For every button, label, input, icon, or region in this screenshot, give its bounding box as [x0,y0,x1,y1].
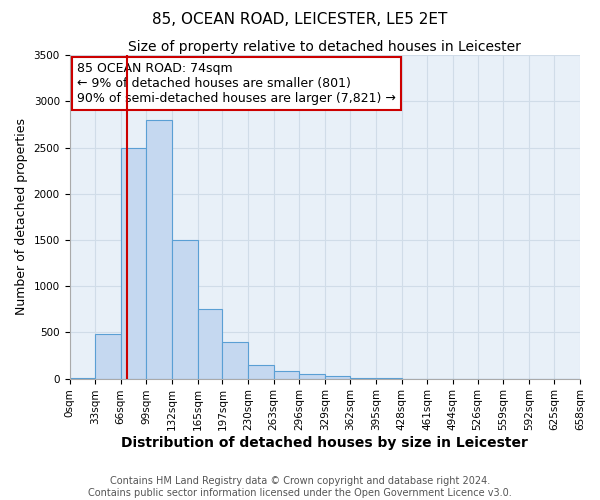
Y-axis label: Number of detached properties: Number of detached properties [15,118,28,316]
Bar [197,310,223,378]
Bar [95,334,121,378]
Bar [274,371,299,378]
Bar [299,374,325,378]
Title: Size of property relative to detached houses in Leicester: Size of property relative to detached ho… [128,40,521,54]
Text: Contains HM Land Registry data © Crown copyright and database right 2024.
Contai: Contains HM Land Registry data © Crown c… [88,476,512,498]
Text: 85 OCEAN ROAD: 74sqm
← 9% of detached houses are smaller (801)
90% of semi-detac: 85 OCEAN ROAD: 74sqm ← 9% of detached ho… [77,62,396,104]
Text: 85, OCEAN ROAD, LEICESTER, LE5 2ET: 85, OCEAN ROAD, LEICESTER, LE5 2ET [152,12,448,28]
Bar [325,376,350,378]
Bar [146,120,172,378]
Bar [223,342,248,378]
Bar [172,240,197,378]
X-axis label: Distribution of detached houses by size in Leicester: Distribution of detached houses by size … [121,436,528,450]
Bar [248,364,274,378]
Bar [121,148,146,378]
